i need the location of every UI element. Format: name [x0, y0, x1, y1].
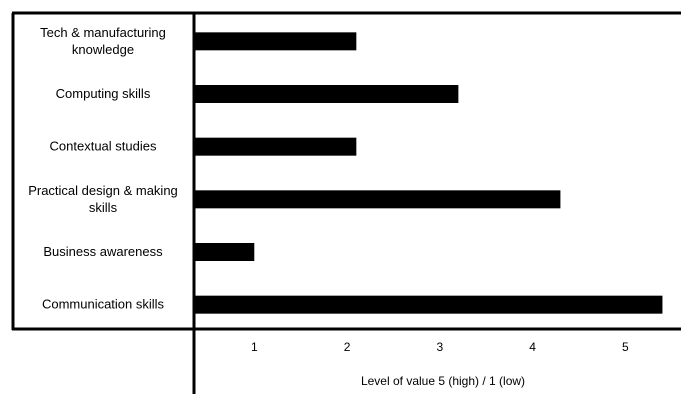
- x-tick-label-4: 4: [529, 340, 536, 354]
- x-tick-label-1: 1: [251, 340, 258, 354]
- x-tick-label-3: 3: [436, 340, 443, 354]
- bar-5: [195, 243, 255, 261]
- x-axis-title: Level of value 5 (high) / 1 (low): [361, 374, 525, 388]
- category-labels: Tech & manufacturing knowledge Computing s…: [28, 25, 178, 312]
- bar-1: [195, 32, 357, 51]
- bars: [195, 32, 663, 314]
- category-label-2: Computing skills: [56, 86, 151, 101]
- x-tick-label-5: 5: [622, 340, 629, 354]
- category-label-3: Contextual studies: [50, 139, 157, 154]
- bar-2: [195, 85, 459, 103]
- bar-3: [195, 137, 357, 156]
- bar-6: [195, 295, 663, 314]
- category-label-4: Practical design & making skills: [28, 183, 178, 215]
- category-label-1: Tech & manufacturing knowledge: [40, 25, 166, 57]
- bar-4: [195, 190, 561, 209]
- category-label-6: Communication skills: [42, 297, 165, 312]
- x-tick-label-2: 2: [344, 340, 351, 354]
- x-tick-labels: 1 2 3 4 5: [251, 340, 629, 354]
- category-label-5: Business awareness: [43, 244, 163, 259]
